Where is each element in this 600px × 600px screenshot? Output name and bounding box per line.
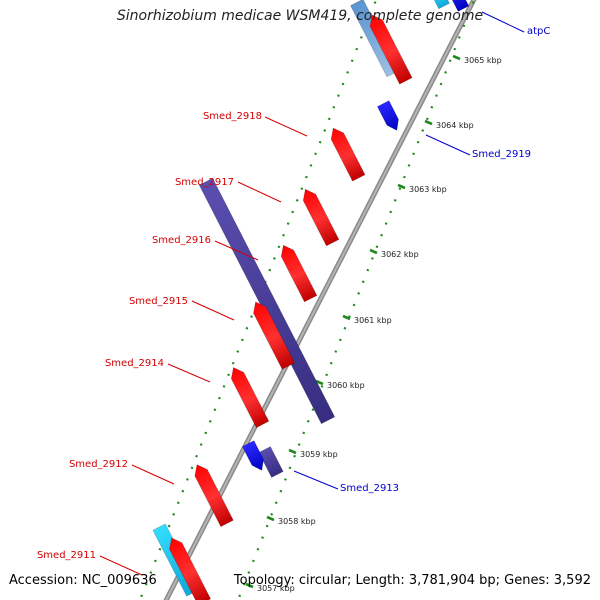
leader-line	[237, 181, 282, 203]
tick-label: 3064 kbp	[436, 121, 474, 130]
tick-label: 3063 kbp	[409, 185, 447, 194]
gene-labels: atpC Smed_2918 Smed_2919 Smed_2917 Smed_2916…	[37, 26, 550, 561]
tick-label: 3058 kbp	[278, 517, 316, 526]
tick-mark	[452, 54, 461, 61]
leader-line	[264, 116, 308, 137]
leader-line	[191, 300, 235, 321]
gene-label-smed-2918[interactable]: Smed_2918	[203, 111, 262, 122]
feature-purple-small	[258, 446, 284, 478]
feature-reverse-top	[446, 0, 470, 12]
cds-forward	[253, 301, 296, 370]
leader-line	[425, 134, 471, 156]
topology-text: Topology: circular; Length: 3,781,904 bp…	[233, 573, 591, 588]
cds-forward	[302, 188, 340, 247]
backbone	[163, 0, 477, 600]
tick-label: 3057 kbp	[257, 584, 295, 593]
cds-forward	[230, 367, 270, 429]
cds-forward	[280, 244, 318, 303]
cds-forward	[330, 127, 366, 182]
feature-outer-reverse-top	[430, 0, 450, 10]
tick-mark	[245, 582, 254, 589]
tick-mark	[342, 314, 351, 321]
gene-label-smed-2917[interactable]: Smed_2917	[175, 177, 234, 188]
tick-mark	[369, 248, 378, 255]
gene-features	[152, 0, 470, 600]
gene-label-smed-2911[interactable]: Smed_2911	[37, 550, 96, 561]
cds-forward	[194, 464, 234, 527]
tick-label: 3059 kbp	[300, 450, 338, 459]
tick-label: 3061 kbp	[354, 316, 392, 325]
tick-mark	[397, 183, 406, 190]
tick-mark	[315, 379, 324, 386]
tick-mark	[288, 448, 297, 455]
map-title: Sinorhizobium medicae WSM419, complete g…	[116, 8, 484, 24]
gene-label-smed-2912[interactable]: Smed_2912	[69, 459, 128, 470]
tick-marks: 3065 kbp 3064 kbp 3063 kbp 3062 kbp 3061 kbp…	[245, 54, 502, 593]
cds-forward	[169, 537, 212, 600]
gene-label-atpc[interactable]: atpC	[527, 26, 550, 37]
tick-mark	[424, 119, 433, 126]
leader-line	[293, 470, 339, 490]
gene-label-smed-2916[interactable]: Smed_2916	[152, 235, 211, 246]
gene-label-smed-2914[interactable]: Smed_2914	[105, 358, 164, 369]
label-leader-lines	[99, 11, 525, 576]
feature-purple-span	[198, 177, 336, 425]
leader-line	[131, 464, 175, 485]
cds-reverse	[376, 100, 399, 131]
leader-line	[99, 555, 143, 576]
tick-label: 3060 kbp	[327, 381, 365, 390]
cds-forward	[369, 14, 413, 85]
leader-line	[167, 363, 211, 383]
tick-label: 3065 kbp	[464, 56, 502, 65]
leader-line	[481, 11, 525, 33]
tick-mark	[266, 515, 275, 522]
cds-reverse	[241, 440, 264, 471]
tick-label: 3062 kbp	[381, 250, 419, 259]
leader-line	[214, 240, 259, 261]
gene-label-smed-2913[interactable]: Smed_2913	[340, 483, 399, 494]
gene-label-smed-2919[interactable]: Smed_2919	[472, 149, 531, 160]
accession-text: Accession: NC_009636	[9, 573, 157, 588]
gene-label-smed-2915[interactable]: Smed_2915	[129, 296, 188, 307]
